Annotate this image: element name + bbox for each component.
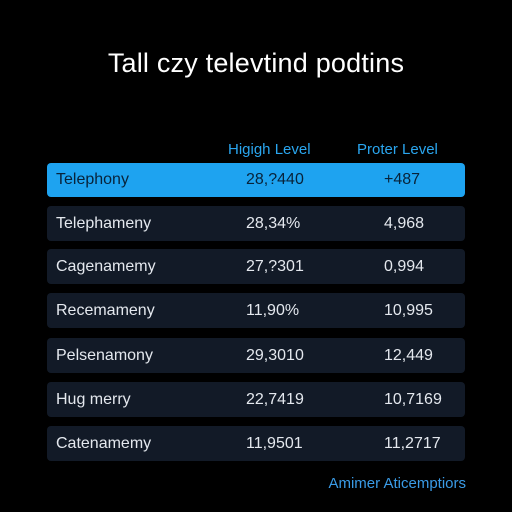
row-name: Cagenamemy [56,258,156,275]
row-name: Telephony [56,171,129,188]
column-header-high-level[interactable]: Higigh Level [228,141,311,158]
column-header-proter-level[interactable]: Proter Level [357,141,438,158]
row-proter-level: 10,7169 [384,391,442,408]
row-name: Pelsenamony [56,347,153,364]
table-row[interactable]: Hug merry 22,7419 10,7169 [47,382,465,417]
row-high-level: 22,7419 [246,391,304,408]
row-high-level: 29,3010 [246,347,304,364]
row-name: Catenamemy [56,435,152,452]
row-name: Telephameny [56,215,152,232]
row-high-level: 11,9501 [246,435,303,452]
row-proter-level: 10,995 [384,302,433,319]
table-row[interactable]: Catenamemy 11,9501 11,2717 [47,426,465,461]
row-proter-level: +487 [384,171,421,188]
page-title: Tall czy televtind podtins [107,48,405,78]
row-name: Hug merry [56,391,131,408]
table-row[interactable]: Telephameny 28,34% 4,968 [47,206,465,241]
row-name: Recemameny [56,302,155,319]
table-row[interactable]: Telephony 28,?440 +487 [47,163,465,197]
row-high-level: 28,?440 [246,171,304,188]
row-high-level: 27,?301 [246,258,304,275]
row-proter-level: 4,968 [384,215,425,232]
table-row[interactable]: Pelsenamony 29,3010 12,449 [47,338,465,373]
row-high-level: 11,90% [246,302,300,319]
table-row[interactable]: Recemameny 11,90% 10,995 [47,293,465,328]
row-high-level: 28,34% [246,215,301,232]
row-proter-level: 11,2717 [384,435,441,452]
footer-link[interactable]: Amimer Aticemptiors [328,475,466,492]
row-proter-level: 0,994 [384,258,425,275]
table-row[interactable]: Cagenamemy 27,?301 0,994 [47,249,465,284]
row-proter-level: 12,449 [384,347,433,364]
